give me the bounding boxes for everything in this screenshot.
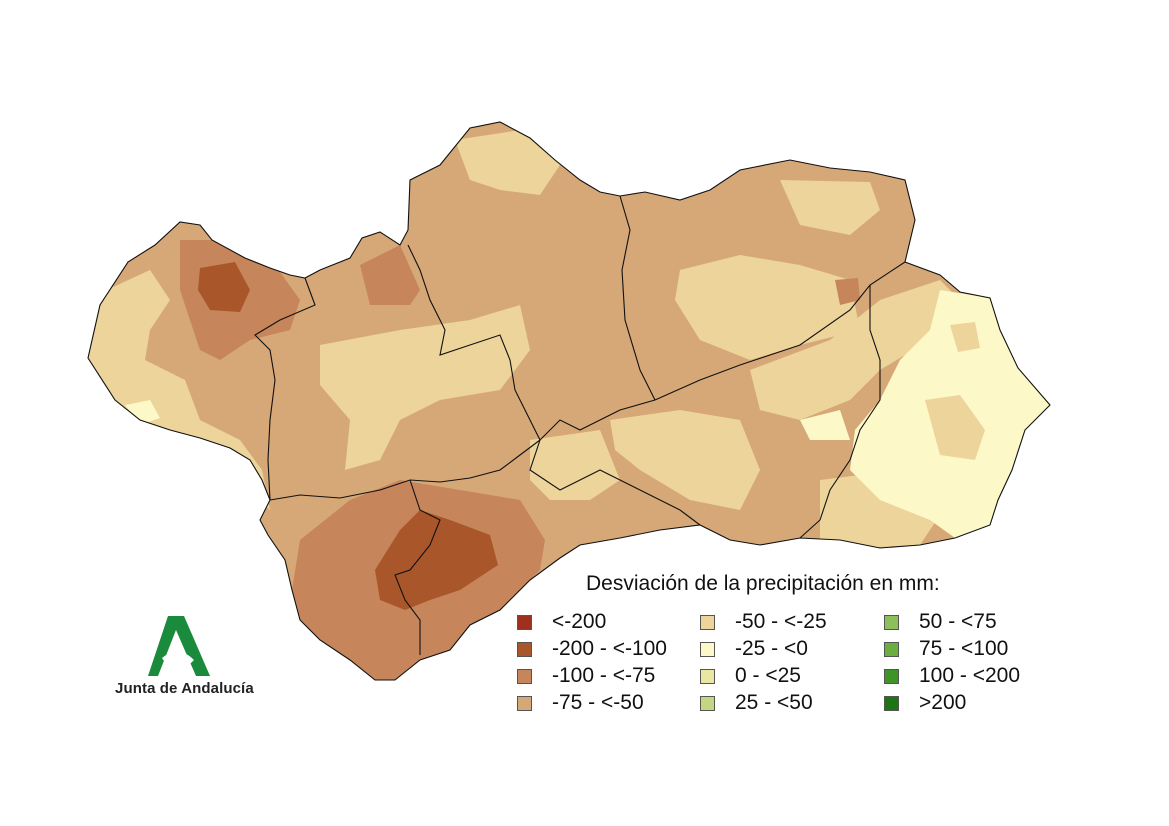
boundary-granada-almeria — [799, 285, 881, 539]
legend-label: <-200 — [552, 610, 607, 633]
zone-dry-sevilla-north — [360, 245, 420, 305]
zone-slight-spot-east — [800, 410, 850, 440]
legend-swatch — [517, 641, 532, 657]
legend-swatch — [884, 641, 899, 657]
zone-mild-east — [750, 280, 960, 420]
zone-mild-granada — [610, 410, 760, 510]
legend-label: -75 - <-50 — [552, 691, 644, 714]
zone-mild-jaen — [675, 255, 860, 360]
legend-item: >200 — [884, 691, 966, 715]
boundary-cordoba-granada — [539, 399, 656, 441]
legend-item: <-200 — [517, 610, 606, 634]
legend-item: -50 - <-25 — [700, 610, 827, 634]
zone-very-dry-huelva — [198, 262, 250, 312]
legend-item: -100 - <-75 — [517, 664, 655, 688]
legend-item: -25 - <0 — [700, 637, 808, 661]
legend-label: 25 - <50 — [735, 691, 813, 714]
legend-item: 75 - <100 — [884, 637, 1008, 661]
legend-item: -200 - <-100 — [517, 637, 667, 661]
legend-item: 100 - <200 — [884, 664, 1020, 688]
zone-mild-cordoba — [530, 430, 620, 500]
legend-item: -75 - <-50 — [517, 691, 644, 715]
legend-item: 25 - <50 — [700, 691, 813, 715]
zone-mild-north — [455, 130, 560, 195]
legend-item: 50 - <75 — [884, 610, 997, 634]
logo-text: Junta de Andalucía — [115, 680, 254, 697]
junta-andalucia-logo-icon — [148, 616, 210, 676]
legend-label: -25 - <0 — [735, 637, 808, 660]
legend-label: -200 - <-100 — [552, 637, 667, 660]
legend-swatch — [700, 695, 715, 711]
zone-mild-almeria-spot — [925, 395, 985, 460]
boundary-cordoba-jaen — [619, 195, 656, 401]
legend-swatch — [700, 668, 715, 684]
legend-swatch — [700, 614, 715, 630]
legend-swatch — [884, 668, 899, 684]
province-boundaries — [87, 121, 1051, 681]
legend-label: 0 - <25 — [735, 664, 801, 687]
legend-swatch — [884, 695, 899, 711]
legend-swatch — [884, 614, 899, 630]
zone-slight-spot-west — [125, 400, 160, 425]
boundary-sevilla-cadiz — [269, 439, 541, 501]
legend-label: 50 - <75 — [919, 610, 997, 633]
legend-swatch — [517, 614, 532, 630]
legend-title: Desviación de la precipitación en mm: — [586, 572, 940, 595]
legend-item: 0 - <25 — [700, 664, 801, 688]
boundary-malaga-granada — [529, 439, 701, 526]
zone-mild-almeria-spot2 — [950, 322, 980, 352]
zone-dry-spot-jaen — [835, 278, 860, 305]
zone-very-dry-malaga — [375, 510, 498, 610]
legend-label: 75 - <100 — [919, 637, 1009, 660]
legend-swatch — [700, 641, 715, 657]
boundary-huelva-sevilla — [254, 277, 316, 501]
legend-label: >200 — [919, 691, 967, 714]
legend-swatch — [517, 668, 532, 684]
legend-label: -50 - <-25 — [735, 610, 827, 633]
legend-label: -100 - <-75 — [552, 664, 656, 687]
boundary-cadiz-malaga — [394, 479, 441, 655]
boundary-sevilla-cordoba — [407, 244, 541, 441]
legend-label: 100 - <200 — [919, 664, 1021, 687]
zone-mild-central — [320, 305, 530, 470]
legend-swatch — [517, 695, 532, 711]
zone-mild-northeast — [780, 180, 880, 235]
